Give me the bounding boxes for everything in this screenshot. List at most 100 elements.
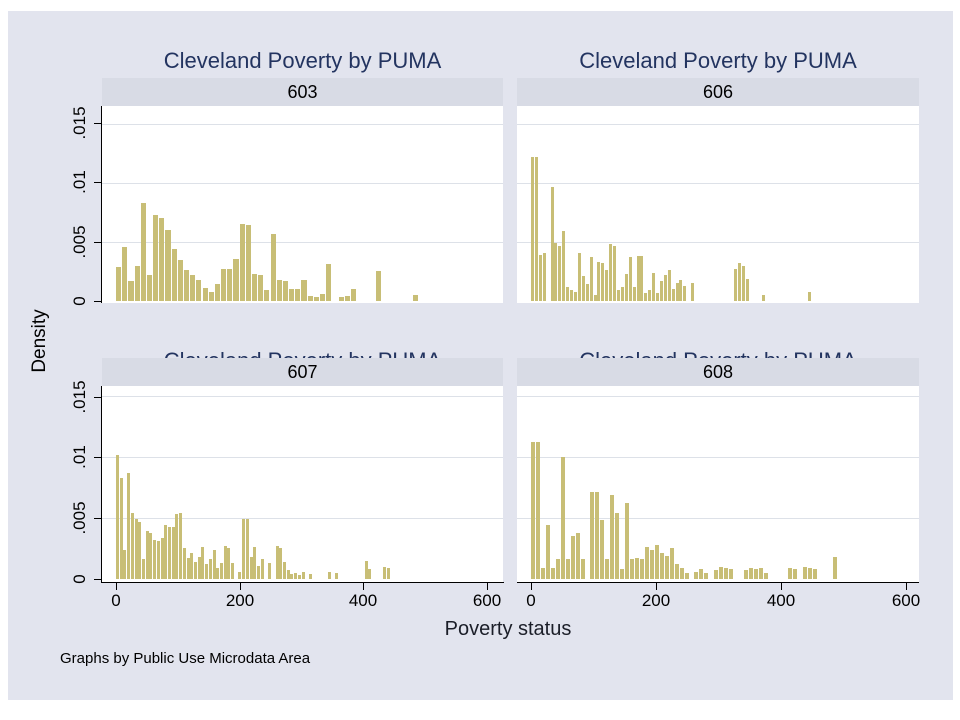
histogram-bar (245, 519, 249, 579)
histogram-bar (745, 279, 749, 301)
histogram-bar (212, 550, 216, 579)
histogram-bar (545, 525, 550, 579)
histogram-plot-607 (102, 386, 503, 582)
histogram-bar (610, 495, 615, 579)
histogram-bar (242, 519, 246, 579)
histogram-bar (202, 288, 208, 301)
histogram-bar (763, 573, 768, 579)
histogram-bar (368, 569, 372, 579)
histogram-bar (130, 513, 134, 579)
histogram-bar (249, 557, 253, 579)
histogram-bar (684, 573, 689, 579)
y-tick-mark (94, 242, 102, 243)
histogram-bar (171, 527, 175, 579)
x-tick-mark (906, 582, 907, 590)
histogram-bar (565, 559, 570, 579)
x-tick-label: 200 (225, 591, 255, 610)
histogram-bar (674, 564, 679, 579)
histogram-bar (184, 270, 190, 301)
histogram-bar (260, 559, 264, 579)
histogram-bar (253, 547, 257, 579)
histogram-bar (319, 294, 326, 301)
histogram-bar (734, 269, 738, 301)
histogram-bar (691, 283, 695, 301)
histogram-bar (699, 569, 704, 579)
histogram-bar (290, 574, 294, 579)
histogram-bar (679, 568, 684, 579)
histogram-bar (134, 266, 140, 301)
histogram-bar (167, 527, 171, 579)
histogram-bar (748, 568, 753, 579)
y-tick-label: .01 (70, 170, 89, 194)
histogram-bar (555, 559, 560, 579)
histogram-bar (297, 575, 301, 579)
histogram-bar (550, 568, 555, 579)
histogram-bar (383, 567, 387, 579)
histogram-bar (227, 548, 231, 579)
gridline (517, 396, 919, 397)
x-tick-mark (240, 582, 241, 590)
histogram-bar (535, 442, 540, 579)
histogram-bar (659, 553, 664, 579)
histogram-bar (538, 255, 542, 301)
histogram-bar (575, 533, 580, 579)
histogram-bar (138, 522, 142, 579)
x-tick-label: 600 (891, 591, 921, 610)
x-tick-mark (781, 582, 782, 590)
histogram-bar (542, 253, 546, 301)
histogram-bar (186, 558, 190, 579)
histogram-bar (554, 243, 558, 301)
histogram-bar (531, 442, 535, 579)
histogram-bar (214, 284, 221, 301)
x-tick-label: 0 (111, 591, 121, 610)
histogram-bar (175, 514, 179, 579)
histogram-bar (308, 574, 312, 579)
histogram-bar (694, 572, 699, 579)
histogram-bar (282, 562, 286, 579)
histogram-bar (216, 568, 220, 579)
panel-title-603: Cleveland Poverty by PUMA (163, 48, 442, 73)
y-tick-mark (94, 123, 102, 124)
y-tick-mark (94, 301, 102, 302)
gridline (102, 183, 503, 184)
histogram-bar (245, 225, 251, 301)
histogram-bar (208, 292, 214, 301)
histogram-bar (219, 563, 223, 579)
histogram-bar (654, 545, 659, 579)
histogram-bar (566, 287, 570, 301)
histogram-bar (223, 546, 227, 579)
histogram-bar (190, 553, 194, 579)
histogram-bar (793, 569, 798, 579)
histogram-bar (595, 492, 600, 579)
histogram-bar (159, 218, 165, 301)
histogram-bar (601, 263, 605, 301)
puma-header-603: 603 (102, 78, 503, 106)
gridline (517, 183, 919, 184)
histogram-bar (252, 274, 258, 301)
y-tick-label: .015 (70, 380, 89, 414)
y-axis-line-top (101, 106, 102, 303)
histogram-bar (327, 572, 331, 579)
histogram-bar (630, 559, 634, 579)
histogram-bar (326, 264, 332, 301)
histogram-bar (813, 569, 818, 579)
histogram-bar (808, 292, 812, 301)
histogram-bar (663, 275, 667, 301)
histogram-bar (145, 531, 149, 579)
histogram-bar (636, 256, 640, 301)
histogram-bar (671, 289, 675, 301)
histogram-bar (338, 297, 344, 301)
histogram-bar (679, 280, 683, 301)
histogram-bar (119, 478, 123, 579)
histogram-bar (279, 548, 283, 579)
histogram-bar (534, 157, 538, 301)
histogram-bar (165, 230, 171, 301)
x-tick-mark (656, 582, 657, 590)
histogram-bar (738, 263, 742, 301)
histogram-bar (632, 287, 636, 301)
histogram-bar (205, 564, 208, 579)
histogram-bar (350, 289, 356, 301)
histogram-bar (182, 548, 186, 579)
gridline (517, 457, 919, 458)
